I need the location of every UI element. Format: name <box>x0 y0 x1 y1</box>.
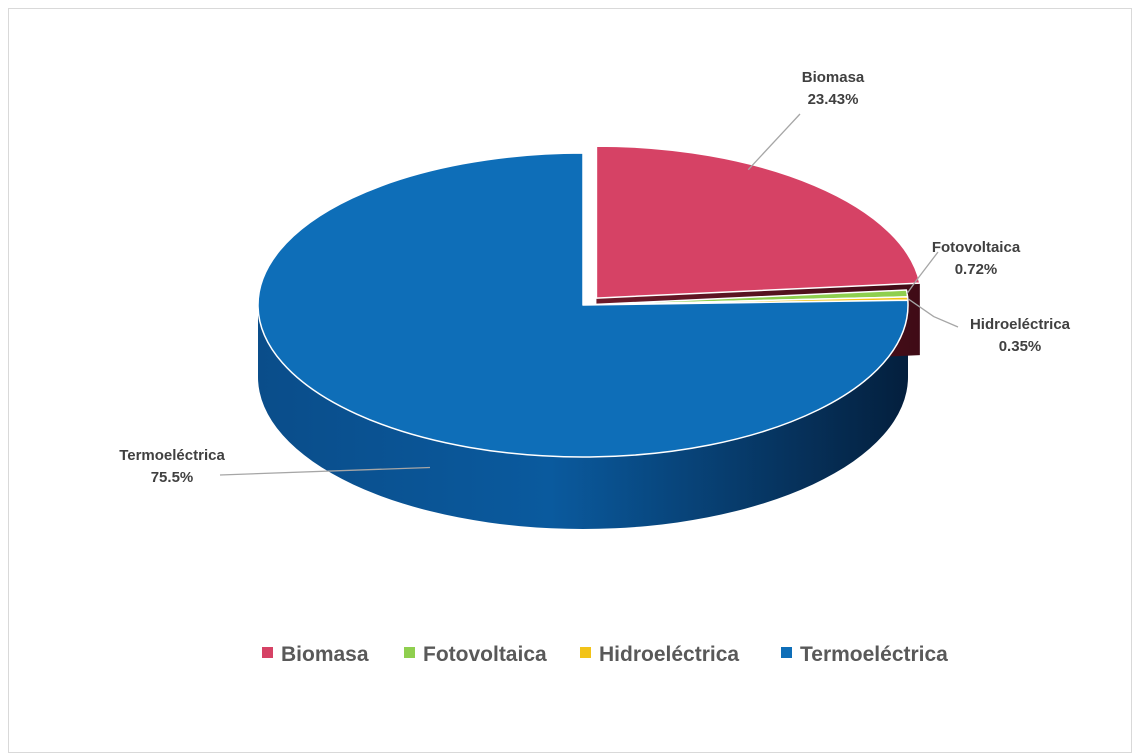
slice-termoelectrica <box>257 152 909 458</box>
leader-line-fotovoltaica <box>906 251 939 294</box>
slice-side-termoelectrica <box>258 305 908 529</box>
data-labels: Biomasa 23.43% Fotovoltaica 0.72% Hidroeléct… <box>119 69 1070 486</box>
data-label-value-termoelectrica: 75.5% <box>151 469 194 486</box>
data-label-value-biomasa: 23.43% <box>808 91 859 108</box>
leader-line-biomasa <box>747 113 801 171</box>
data-label-value-hidroelectrica: 0.35% <box>999 338 1042 355</box>
data-label-value-fotovoltaica: 0.72% <box>955 261 998 278</box>
data-label-category-fotovoltaica: Fotovoltaica <box>932 239 1021 256</box>
leader-lines <box>219 113 959 476</box>
leader-line-hidroelectrica <box>907 298 959 328</box>
data-label-category-biomasa: Biomasa <box>802 69 865 86</box>
legend: Biomasa Fotovoltaica Hidroeléctrica Termoel… <box>262 643 948 666</box>
slice-biomasa <box>595 145 921 299</box>
legend-label-termoelectrica: Termoeléctrica <box>800 643 948 666</box>
pie-slices <box>257 145 921 529</box>
legend-swatch-biomasa <box>262 647 273 658</box>
legend-label-fotovoltaica: Fotovoltaica <box>423 643 547 666</box>
legend-label-biomasa: Biomasa <box>281 643 369 666</box>
legend-swatch-termoelectrica <box>781 647 792 658</box>
leader-line-termoelectrica <box>219 466 431 476</box>
legend-swatch-fotovoltaica <box>404 647 415 658</box>
legend-label-hidroelectrica: Hidroeléctrica <box>599 643 739 666</box>
data-label-category-hidroelectrica: Hidroeléctrica <box>970 316 1071 333</box>
legend-swatch-hidroelectrica <box>580 647 591 658</box>
data-label-category-termoelectrica: Termoeléctrica <box>119 447 225 464</box>
